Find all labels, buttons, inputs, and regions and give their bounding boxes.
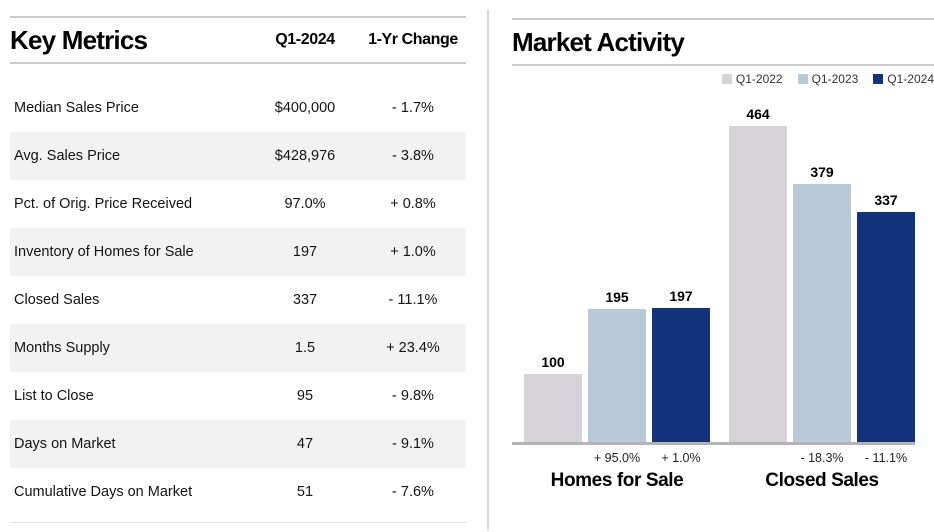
metric-value: 337: [292, 292, 318, 308]
bar-value-label: 337: [874, 192, 898, 208]
metric-change: - 9.1%: [392, 436, 434, 452]
metric-value: 47: [296, 436, 314, 452]
metric-change: - 1.7%: [392, 100, 434, 116]
pct-change-label: + 95.0%: [593, 451, 641, 465]
bar-chart-plot: 100 195 197 464 379 337: [512, 90, 915, 445]
table-bottom-rule: [10, 522, 466, 523]
market-activity-panel: Market Activity Q1-2022 Q1-2023 Q1-2024 10…: [512, 18, 934, 492]
metric-change: + 1.0%: [390, 244, 436, 260]
chart-legend: Q1-2022 Q1-2023 Q1-2024: [512, 68, 934, 90]
metric-change: - 11.1%: [388, 292, 438, 308]
table-row: Cumulative Days on Market 51 - 7.6%: [10, 468, 466, 516]
metric-label: Days on Market: [14, 436, 116, 452]
legend-swatch-icon: [721, 74, 732, 84]
metric-label: Inventory of Homes for Sale: [14, 244, 194, 260]
bar-value-label: 464: [746, 106, 770, 122]
metric-label: Cumulative Days on Market: [14, 484, 193, 500]
metric-label: Avg. Sales Price: [14, 148, 121, 164]
table-row: Closed Sales 337 - 11.1%: [10, 276, 466, 324]
market-activity-title: Market Activity: [512, 26, 685, 57]
metric-value: 51: [296, 484, 314, 500]
metric-value: 97.0%: [284, 196, 326, 212]
pct-change-label: [524, 451, 582, 465]
bar-column: 100: [524, 354, 582, 442]
bar-column: 195: [588, 289, 646, 442]
bar-group: 464 379 337: [729, 106, 915, 442]
legend-label: Q1-2022: [735, 72, 783, 86]
metric-value: 1.5: [294, 340, 316, 356]
bar: [524, 374, 582, 442]
metric-label: Pct. of Orig. Price Received: [14, 196, 193, 212]
table-row: List to Close 95 - 9.8%: [10, 372, 466, 420]
bar: [793, 184, 851, 442]
bar-value-label: 197: [669, 288, 693, 304]
metric-change: + 23.4%: [386, 340, 440, 356]
table-row: Days on Market 47 - 9.1%: [10, 420, 466, 468]
pct-group: - 18.3% - 11.1%: [729, 451, 915, 465]
category-labels-row: Homes for Sale Closed Sales: [512, 470, 915, 492]
column-header-1yr-change: 1-Yr Change: [368, 31, 458, 48]
metric-label: Closed Sales: [14, 292, 100, 308]
bar: [652, 308, 710, 442]
bar: [857, 212, 915, 442]
key-metrics-table: Median Sales Price $400,000 - 1.7% Avg. Sal…: [10, 84, 466, 516]
table-row: Months Supply 1.5 + 23.4%: [10, 324, 466, 372]
bar-value-label: 195: [605, 289, 629, 305]
pct-group: + 95.0% + 1.0%: [524, 451, 710, 465]
metric-change: - 3.8%: [392, 148, 434, 164]
metric-label: Median Sales Price: [14, 100, 139, 116]
key-metrics-title: Key Metrics: [10, 24, 148, 55]
metric-value: 197: [292, 244, 318, 260]
metric-change: - 7.6%: [392, 484, 434, 500]
category-label: Homes for Sale: [550, 470, 684, 491]
bar: [729, 126, 787, 442]
bar-value-label: 100: [541, 354, 565, 370]
column-header-q1-2024: Q1-2024: [275, 31, 335, 48]
legend-item: Q1-2023: [797, 72, 859, 86]
bar-value-label: 379: [810, 164, 834, 180]
bar-column: 337: [857, 192, 915, 442]
legend-label: Q1-2024: [887, 72, 934, 86]
panel-divider: [487, 10, 489, 530]
bar: [588, 309, 646, 442]
pct-change-label: - 11.1%: [864, 451, 908, 465]
market-activity-header: Market Activity: [512, 18, 934, 66]
table-row: Inventory of Homes for Sale 197 + 1.0%: [10, 228, 466, 276]
bar-column: 464: [729, 106, 787, 442]
metric-label: Months Supply: [14, 340, 110, 356]
legend-item: Q1-2022: [721, 72, 783, 86]
bar-group: 100 195 197: [524, 288, 710, 442]
metric-change: - 9.8%: [392, 388, 434, 404]
bar-column: 379: [793, 164, 851, 442]
legend-swatch-icon: [873, 74, 884, 84]
table-row: Median Sales Price $400,000 - 1.7%: [10, 84, 466, 132]
metric-value: $428,976: [274, 148, 336, 164]
category-label: Closed Sales: [765, 470, 879, 491]
table-row: Avg. Sales Price $428,976 - 3.8%: [10, 132, 466, 180]
pct-change-row: + 95.0% + 1.0% - 18.3% - 11.1%: [512, 451, 915, 465]
legend-item: Q1-2024: [873, 72, 934, 86]
metric-change: + 0.8%: [390, 196, 436, 212]
key-metrics-panel: Key Metrics Q1-2024 1-Yr Change Median S…: [10, 16, 466, 523]
table-row: Pct. of Orig. Price Received 97.0% + 0.8%: [10, 180, 466, 228]
metric-value: $400,000: [274, 100, 336, 116]
bar-column: 197: [652, 288, 710, 442]
pct-change-label: - 18.3%: [800, 451, 844, 465]
legend-label: Q1-2023: [811, 72, 859, 86]
key-metrics-header: Key Metrics Q1-2024 1-Yr Change: [10, 16, 466, 64]
legend-swatch-icon: [797, 74, 808, 84]
pct-change-label: + 1.0%: [661, 451, 701, 465]
pct-change-label: [729, 451, 787, 465]
metric-value: 95: [296, 388, 314, 404]
metric-label: List to Close: [14, 388, 94, 404]
